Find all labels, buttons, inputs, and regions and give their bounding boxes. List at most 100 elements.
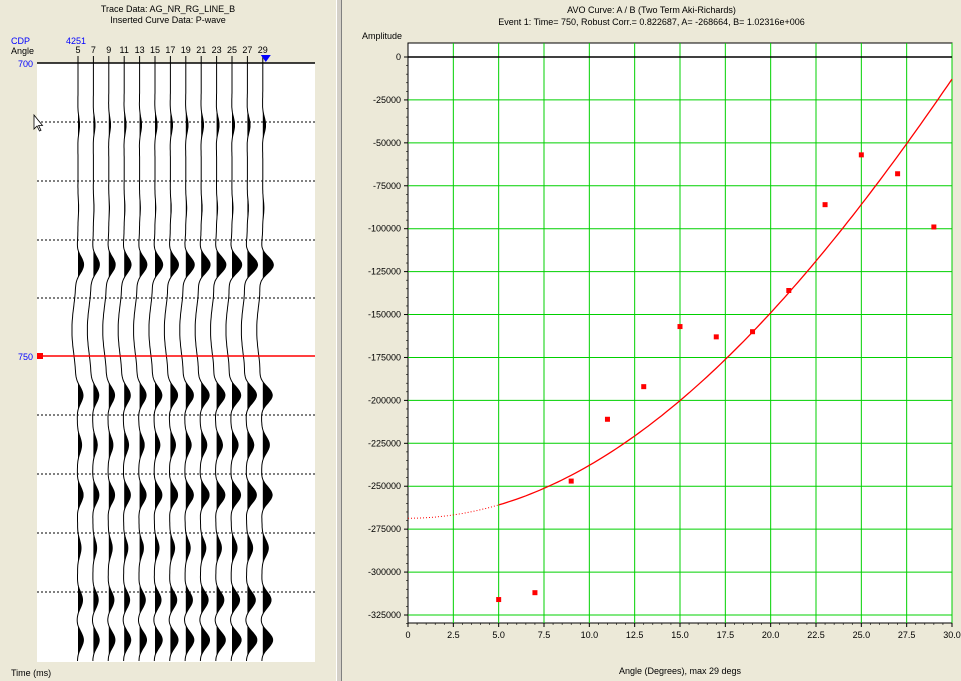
fit-curve-extrapolated [407, 504, 499, 519]
x-tick-label: 0 [405, 630, 410, 640]
splitter[interactable] [336, 0, 342, 681]
trace-fill [185, 63, 195, 662]
angle-tick-label: 27 [242, 45, 252, 55]
angle-label: Angle [11, 46, 35, 56]
trace-fill [93, 63, 100, 662]
y-tick-label: -250000 [368, 481, 401, 491]
angle-tick-label: 21 [196, 45, 206, 55]
trace-fill [139, 63, 147, 662]
trace-fill [262, 63, 274, 662]
angle-tick-label: 5 [75, 45, 80, 55]
angle-tick-label: 9 [106, 45, 111, 55]
trace-fill [108, 63, 116, 662]
y-axis-label: Amplitude [362, 31, 403, 41]
trace-wiggle [256, 63, 274, 662]
y-tick-label: -25000 [373, 95, 401, 105]
angle-tick-label: 29 [258, 45, 268, 55]
selected-trace-marker[interactable] [260, 55, 271, 62]
x-tick-label: 2.5 [447, 630, 460, 640]
y-tick-label: -275000 [368, 524, 401, 534]
x-tick-label: 22.5 [807, 630, 825, 640]
trace-wiggle [102, 63, 116, 662]
data-point[interactable] [496, 597, 502, 603]
time-label-top: 700 [18, 59, 33, 69]
data-point[interactable] [604, 416, 610, 422]
y-tick-label: -200000 [368, 395, 401, 405]
time-label-event: 750 [18, 352, 33, 362]
trace-fill [124, 63, 132, 662]
x-tick-label: 12.5 [626, 630, 644, 640]
mouse-cursor-icon [33, 113, 44, 132]
trace-fill [78, 63, 84, 662]
data-point[interactable] [713, 334, 719, 340]
trace-wiggle [163, 63, 180, 662]
data-point[interactable] [786, 288, 792, 294]
event-marker[interactable] [37, 353, 43, 359]
trace-wiggle [210, 63, 227, 662]
x-tick-label: 27.5 [898, 630, 916, 640]
time-axis-label: Time (ms) [11, 668, 52, 678]
angle-tick-label: 11 [120, 45, 129, 55]
y-tick-label: -75000 [373, 181, 401, 191]
x-tick-label: 15.0 [671, 630, 689, 640]
trace-wiggle [148, 63, 164, 662]
y-tick-label: -300000 [368, 567, 401, 577]
chart-subtitle: Event 1: Time= 750, Robust Corr.= 0.8226… [498, 17, 805, 27]
avo-chart[interactable]: 0 2.5 5.0 7.5 10.0 12.5 15.0 17.5 20.0 22.5 25.0 27… [342, 0, 961, 681]
angle-tick-label: 15 [150, 45, 160, 55]
x-axis-label: Angle (Degrees), max 29 degs [618, 666, 742, 676]
x-tick-label: 5.0 [492, 630, 505, 640]
angle-tick-label: 13 [135, 45, 145, 55]
trace-fill [247, 63, 258, 662]
data-point[interactable] [568, 478, 574, 484]
data-point[interactable] [822, 202, 828, 208]
angle-tick-label: 17 [165, 45, 175, 55]
trace-plot[interactable]: 5 7 9 11 13 15 17 19 21 23 25 27 29 700 750 [0, 0, 336, 681]
y-tick-label: -225000 [368, 438, 401, 448]
x-tick-label: 25.0 [853, 630, 871, 640]
trace-wiggle [240, 63, 259, 662]
cdp-value: 4251 [66, 36, 87, 46]
trace-wiggle [133, 63, 148, 662]
trace-wiggle [71, 63, 85, 662]
trace-title: Trace Data: AG_NR_RG_LINE_B [100, 4, 236, 14]
angle-tick-label: 7 [91, 45, 96, 55]
trace-fill [216, 63, 226, 662]
angle-tick-label: 23 [212, 45, 222, 55]
data-point[interactable] [858, 152, 864, 158]
cdp-label: CDP [11, 36, 31, 46]
trace-wiggle [179, 63, 195, 662]
y-tick-label: -100000 [368, 224, 401, 234]
data-point[interactable] [532, 590, 538, 596]
trace-fill [232, 63, 242, 662]
data-point[interactable] [677, 324, 683, 330]
angle-tick-label: 19 [181, 45, 191, 55]
data-point[interactable] [641, 384, 647, 390]
data-point[interactable] [750, 329, 756, 335]
x-tick-label: 30.0 [943, 630, 961, 640]
chart-title: AVO Curve: A / B (Two Term Aki-Richards) [567, 5, 736, 15]
y-tick-label: 0 [396, 52, 401, 62]
y-tick-label: -50000 [373, 138, 401, 148]
trace-fill [201, 63, 211, 662]
trace-wiggle [86, 63, 100, 661]
y-tick-label: -175000 [368, 352, 401, 362]
x-tick-label: 7.5 [538, 630, 551, 640]
data-point[interactable] [895, 171, 901, 177]
avo-chart-panel: AVO Curve: A / B (Two Term Aki-Richards)… [342, 0, 961, 681]
x-tick-label: 10.0 [581, 630, 599, 640]
trace-area [37, 63, 315, 662]
y-tick-label: -150000 [368, 310, 401, 320]
data-point[interactable] [931, 224, 937, 230]
trace-panel[interactable]: Trace Data: AG_NR_RG_LINE_B Inserted Cur… [0, 0, 336, 681]
fit-curve [498, 78, 953, 506]
x-tick-label: 20.0 [762, 630, 780, 640]
trace-fill [170, 63, 179, 662]
trace-fill [155, 63, 163, 662]
angle-tick-label: 25 [227, 45, 237, 55]
y-tick-label: -125000 [368, 267, 401, 277]
trace-wiggle [225, 63, 243, 662]
curve-title: Inserted Curve Data: P-wave [110, 15, 226, 25]
trace-wiggle [194, 63, 211, 662]
y-tick-label: -325000 [368, 610, 401, 620]
